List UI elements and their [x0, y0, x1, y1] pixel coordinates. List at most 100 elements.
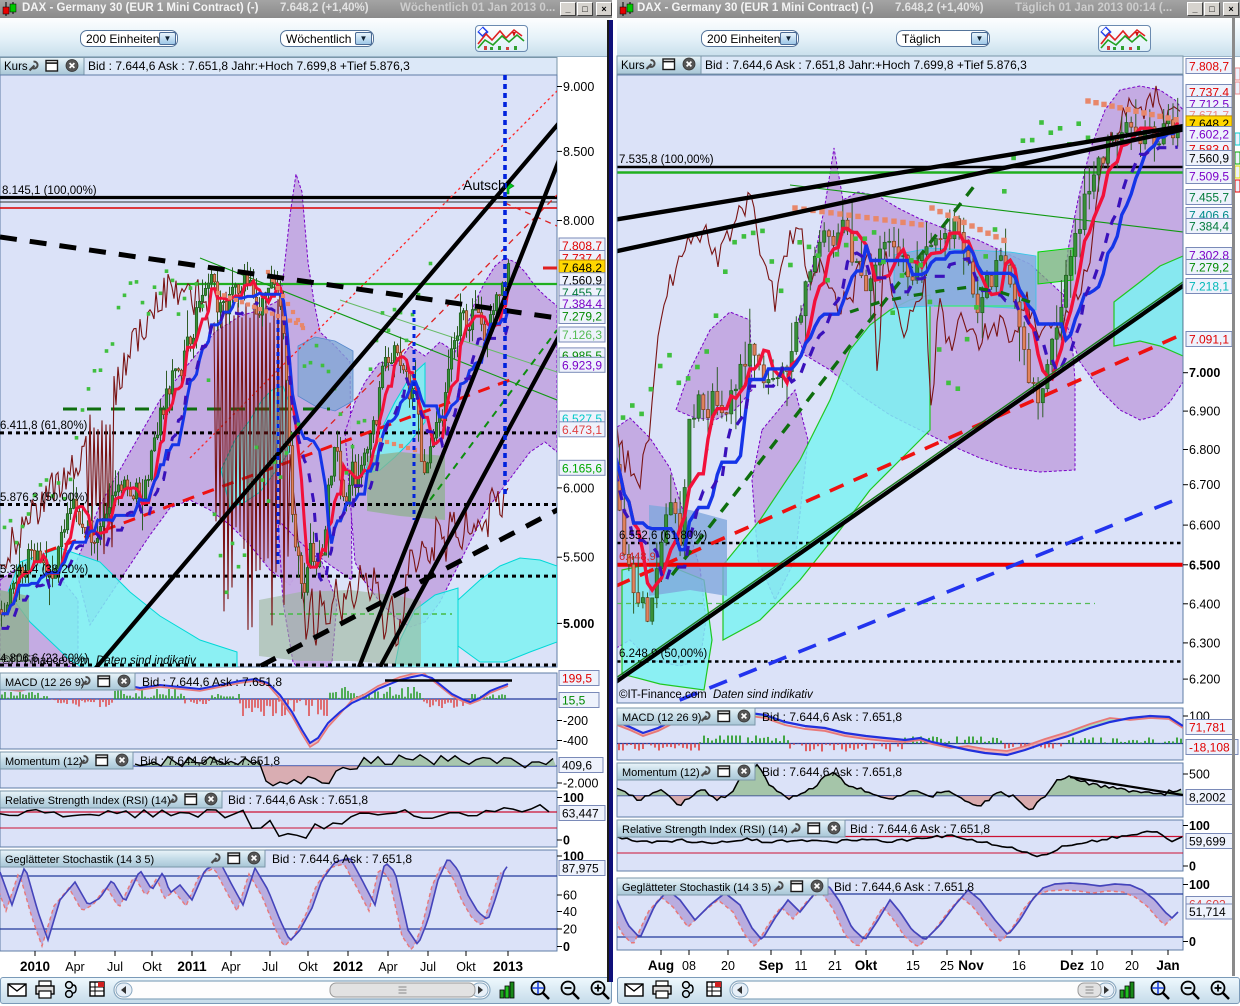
- svg-text:63,447: 63,447: [562, 807, 599, 821]
- svg-text:Kurs: Kurs: [4, 61, 28, 73]
- svg-text:MACD (12 26 9): MACD (12 26 9): [5, 677, 84, 689]
- svg-text:Bid : 7.644,6 Ask : 7.651,8: Bid : 7.644,6 Ask : 7.651,8: [142, 675, 282, 689]
- svg-text:100: 100: [563, 791, 584, 805]
- svg-text:6.552,6 (61,80%): 6.552,6 (61,80%): [619, 530, 707, 542]
- svg-text:7.509,5: 7.509,5: [1189, 170, 1229, 184]
- svg-text:0: 0: [563, 834, 570, 848]
- svg-text:87,975: 87,975: [562, 862, 599, 876]
- svg-text:7.279,2: 7.279,2: [1189, 261, 1229, 275]
- svg-text:40: 40: [563, 905, 577, 919]
- svg-text:Geglätteter Stochastik (14 3 5: Geglätteter Stochastik (14 3 5): [622, 882, 771, 894]
- svg-text:Nov: Nov: [958, 958, 984, 973]
- svg-text:6.700: 6.700: [1189, 478, 1220, 492]
- svg-text:199,5: 199,5: [562, 672, 592, 686]
- svg-text:60: 60: [563, 889, 577, 903]
- svg-text:Relative Strength Index (RSI): Relative Strength Index (RSI) (14): [622, 824, 788, 836]
- svg-text:Okt: Okt: [855, 958, 878, 973]
- svg-text:Daten sind indikativ: Daten sind indikativ: [96, 655, 197, 667]
- svg-text:6.448,9: 6.448,9: [619, 551, 656, 563]
- svg-text:7.455,7: 7.455,7: [1189, 191, 1229, 205]
- svg-text:Dez: Dez: [1060, 958, 1084, 973]
- svg-text:0: 0: [1189, 935, 1196, 949]
- svg-text:Bid : 7.644,6 Ask : 7.651,8: Bid : 7.644,6 Ask : 7.651,8: [834, 880, 974, 894]
- svg-text:20: 20: [1125, 959, 1139, 973]
- svg-text:7.535,8 (100,00%): 7.535,8 (100,00%): [619, 154, 714, 166]
- svg-text:Jul: Jul: [420, 960, 436, 974]
- svg-text:7.126,3: 7.126,3: [562, 328, 602, 342]
- svg-text:6.923,9: 6.923,9: [562, 358, 602, 372]
- svg-text:Momentum (12): Momentum (12): [622, 767, 700, 779]
- svg-text:8,2002: 8,2002: [1189, 791, 1226, 805]
- svg-text:Bid : 7.644,6 Ask : 7.651,8: Bid : 7.644,6 Ask : 7.651,8: [762, 710, 902, 724]
- svg-text:Jul: Jul: [262, 960, 278, 974]
- svg-text:Relative Strength Index (RSI): Relative Strength Index (RSI) (14): [5, 795, 171, 807]
- svg-text:4.806,6 (23,60%): 4.806,6 (23,60%): [0, 653, 88, 665]
- svg-text:7.218,1: 7.218,1: [1189, 280, 1229, 294]
- svg-text:-18,108: -18,108: [1189, 741, 1230, 755]
- svg-text:21: 21: [828, 959, 842, 973]
- svg-text:-2.000: -2.000: [563, 777, 598, 791]
- svg-text:6.300: 6.300: [1189, 636, 1220, 650]
- svg-text:8.000: 8.000: [563, 214, 594, 228]
- svg-text:6.900: 6.900: [1189, 405, 1220, 419]
- svg-text:0: 0: [563, 940, 570, 954]
- svg-text:Kurs: Kurs: [621, 60, 645, 72]
- svg-text:20: 20: [721, 959, 735, 973]
- svg-text:7.808,7: 7.808,7: [1189, 60, 1229, 74]
- svg-text:7.091,1: 7.091,1: [1189, 333, 1229, 347]
- svg-text:Okt: Okt: [298, 960, 318, 974]
- svg-text:Momentum (12): Momentum (12): [5, 756, 83, 768]
- svg-text:6.400: 6.400: [1189, 597, 1220, 611]
- svg-text:Bid : 7.644,6 Ask : 7.651,8: Bid : 7.644,6 Ask : 7.651,8: [272, 852, 412, 866]
- svg-text:2013: 2013: [493, 959, 524, 974]
- svg-text:6.248,9 (50,00%): 6.248,9 (50,00%): [619, 648, 707, 660]
- svg-text:25: 25: [940, 959, 954, 973]
- svg-text:Bid : 7.644,6 Ask : 7.651,8: Bid : 7.644,6 Ask : 7.651,8: [140, 754, 280, 768]
- svg-text:11: 11: [795, 959, 808, 973]
- svg-text:©IT-Finance.com: ©IT-Finance.com: [2, 655, 90, 667]
- svg-text:500: 500: [1189, 768, 1210, 782]
- svg-text:5.500: 5.500: [563, 551, 594, 565]
- svg-text:Jan: Jan: [1156, 958, 1179, 973]
- svg-text:6.200: 6.200: [1189, 673, 1220, 687]
- svg-text:71,781: 71,781: [1189, 721, 1226, 735]
- svg-text:©IT-Finance.com: ©IT-Finance.com: [619, 689, 707, 701]
- svg-text:7.560,9: 7.560,9: [1189, 152, 1229, 166]
- svg-text:Apr: Apr: [65, 960, 84, 974]
- svg-text:Sep: Sep: [759, 958, 784, 973]
- svg-text:-400: -400: [563, 734, 588, 748]
- svg-text:8.145,1 (100,00%): 8.145,1 (100,00%): [2, 185, 97, 197]
- svg-text:59,699: 59,699: [1189, 835, 1226, 849]
- svg-text:Bid : 7.644,6 Ask : 7.651,8: Bid : 7.644,6 Ask : 7.651,8: [762, 765, 902, 779]
- svg-text:Apr: Apr: [221, 960, 240, 974]
- svg-text:6.165,6: 6.165,6: [562, 461, 602, 475]
- svg-text:6.800: 6.800: [1189, 443, 1220, 457]
- svg-text:6.500: 6.500: [1189, 558, 1220, 572]
- svg-text:7.602,2: 7.602,2: [1189, 128, 1229, 142]
- svg-text:7.560,9: 7.560,9: [562, 274, 602, 288]
- svg-text:6.000: 6.000: [563, 481, 594, 495]
- svg-text:7.808,7: 7.808,7: [562, 239, 602, 253]
- svg-text:Geglätteter Stochastik (14 3 5: Geglätteter Stochastik (14 3 5): [5, 854, 154, 866]
- svg-text:Bid : 7.644,6 Ask : 7.651,8: Bid : 7.644,6 Ask : 7.651,8: [228, 793, 368, 807]
- svg-text:409,6: 409,6: [562, 759, 592, 773]
- svg-text:10: 10: [1090, 959, 1104, 973]
- svg-text:Autsch: Autsch: [463, 177, 506, 193]
- svg-text:16: 16: [1012, 959, 1026, 973]
- svg-text:6.473,1: 6.473,1: [562, 423, 602, 437]
- svg-text:6.600: 6.600: [1189, 519, 1220, 533]
- svg-text:15,5: 15,5: [562, 694, 586, 708]
- svg-text:Bid : 7.644,6 Ask : 7.651,8 Ja: Bid : 7.644,6 Ask : 7.651,8 Jahr:+Hoch 7…: [705, 58, 1027, 72]
- svg-text:100: 100: [1189, 878, 1210, 892]
- svg-text:7.279,2: 7.279,2: [562, 310, 602, 324]
- svg-text:Bid : 7.644,6 Ask : 7.651,8: Bid : 7.644,6 Ask : 7.651,8: [850, 822, 990, 836]
- svg-text:7.648,2: 7.648,2: [562, 261, 602, 275]
- svg-text:Bid : 7.644,6 Ask : 7.651,8 Ja: Bid : 7.644,6 Ask : 7.651,8 Jahr:+Hoch 7…: [88, 59, 410, 73]
- svg-text:51,714: 51,714: [1189, 905, 1226, 919]
- svg-text:7.384,4: 7.384,4: [1189, 220, 1229, 234]
- svg-text:2010: 2010: [20, 959, 50, 974]
- svg-text:100: 100: [1189, 819, 1210, 833]
- svg-text:2012: 2012: [333, 959, 363, 974]
- svg-text:2011: 2011: [177, 959, 207, 974]
- svg-text:20: 20: [563, 923, 577, 937]
